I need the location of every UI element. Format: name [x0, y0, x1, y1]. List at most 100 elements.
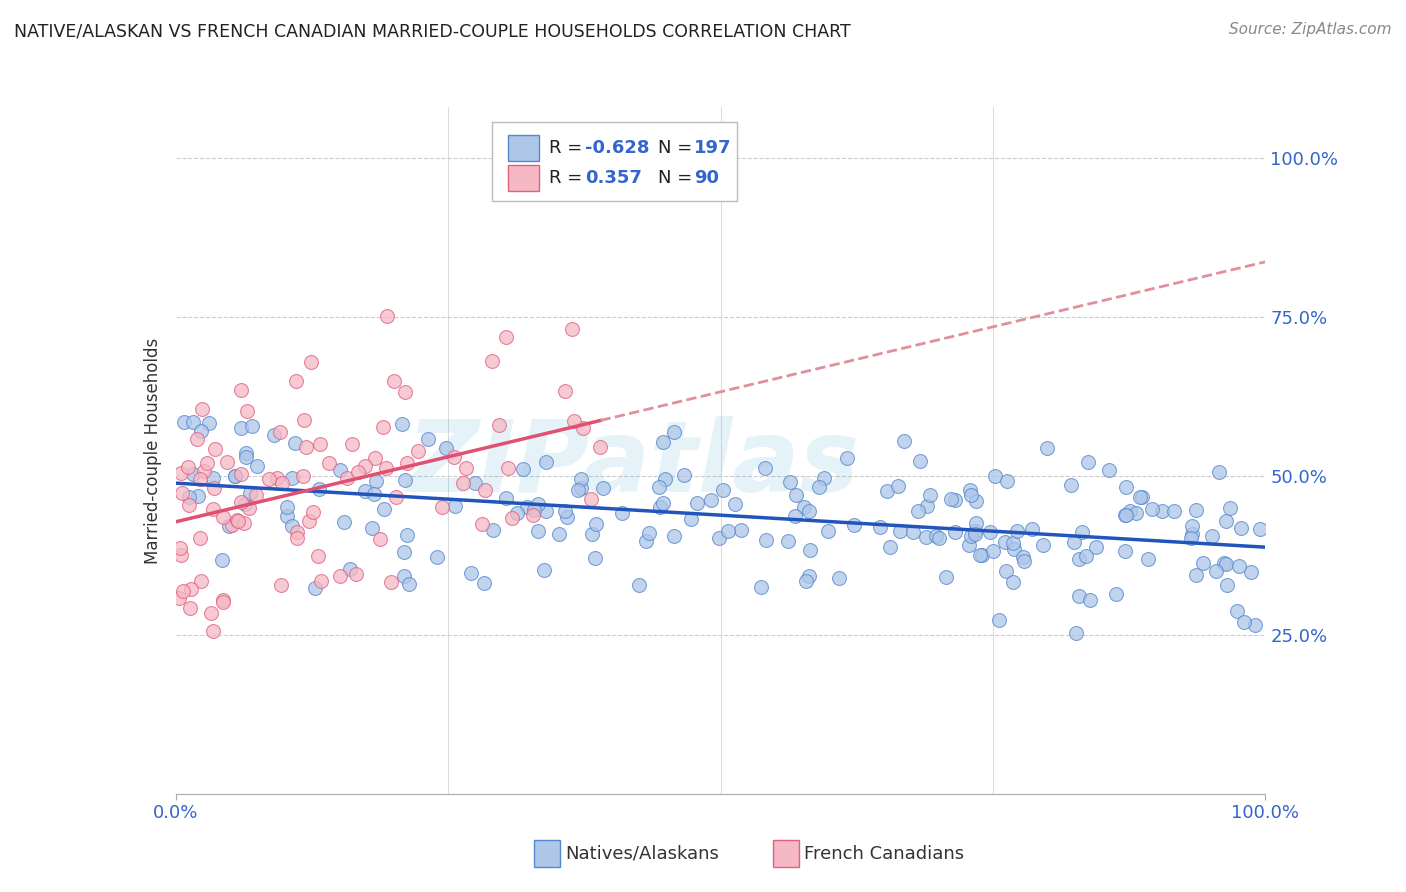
Point [579, 492, 602, 507]
Point [522, 508, 544, 523]
Point [1032, 537, 1054, 551]
Point [785, 487, 807, 501]
Point [1036, 441, 1059, 455]
Point [239, 486, 262, 500]
Point [240, 419, 263, 434]
Point [1021, 522, 1043, 536]
Point [173, 415, 195, 429]
Text: R =: R = [550, 169, 589, 186]
Point [681, 512, 703, 526]
Point [711, 483, 734, 497]
Point [1208, 465, 1230, 479]
Point [443, 450, 465, 465]
Point [385, 491, 408, 505]
Point [236, 404, 259, 418]
Point [394, 473, 416, 487]
Text: 90: 90 [695, 169, 720, 186]
Point [229, 421, 252, 435]
Point [454, 461, 477, 475]
Point [181, 415, 204, 429]
Point [180, 582, 202, 596]
Point [799, 542, 821, 557]
Point [481, 354, 503, 368]
Point [360, 521, 382, 535]
Point [1105, 586, 1128, 600]
Point [903, 524, 925, 539]
Point [498, 461, 520, 475]
Point [269, 425, 291, 440]
Point [627, 577, 650, 591]
Point [1163, 504, 1185, 518]
Point [686, 496, 709, 510]
Point [298, 514, 321, 528]
Point [1125, 506, 1147, 520]
Point [972, 548, 994, 562]
Point [1115, 480, 1137, 494]
Point [167, 591, 190, 605]
Point [925, 528, 948, 542]
Point [1181, 519, 1204, 533]
Point [842, 518, 865, 533]
Point [506, 506, 529, 520]
Point [893, 434, 915, 449]
Point [717, 524, 740, 539]
Point [190, 574, 212, 588]
Point [364, 451, 387, 466]
Point [375, 310, 398, 324]
Point [1150, 504, 1173, 518]
Point [554, 504, 576, 518]
Point [270, 578, 292, 592]
Point [284, 436, 307, 450]
Point [994, 535, 1017, 549]
Point [285, 375, 308, 389]
Text: ZIPatlas: ZIPatlas [406, 416, 860, 513]
Point [794, 574, 817, 589]
Point [245, 488, 267, 502]
Point [1185, 503, 1208, 517]
Point [231, 383, 253, 397]
Point [797, 504, 820, 518]
Point [1078, 593, 1101, 607]
Point [934, 570, 956, 584]
Point [371, 420, 394, 434]
Point [1114, 508, 1136, 522]
Point [652, 496, 675, 510]
Text: -0.628: -0.628 [585, 138, 650, 157]
Point [1243, 618, 1265, 632]
Point [1184, 567, 1206, 582]
Point [917, 499, 939, 513]
Point [373, 501, 395, 516]
Point [460, 566, 482, 580]
Point [808, 480, 831, 494]
Point [396, 527, 419, 541]
Point [190, 402, 212, 417]
Point [778, 533, 800, 548]
Text: N =: N = [658, 169, 699, 186]
Point [281, 471, 304, 485]
Point [172, 584, 194, 599]
FancyBboxPatch shape [492, 122, 737, 201]
Point [221, 517, 243, 532]
Point [177, 490, 200, 504]
Point [294, 440, 316, 454]
Point [523, 502, 546, 516]
Point [347, 465, 370, 479]
Point [965, 494, 987, 508]
Point [398, 576, 420, 591]
Point [654, 472, 676, 486]
Text: 0.357: 0.357 [585, 169, 643, 186]
Point [1136, 551, 1159, 566]
Point [664, 529, 686, 543]
Point [1213, 556, 1236, 570]
Point [344, 566, 367, 581]
Point [266, 471, 288, 485]
Point [754, 461, 776, 475]
Point [363, 487, 385, 501]
Point [589, 440, 612, 454]
Point [749, 580, 772, 594]
Point [887, 479, 910, 493]
Point [474, 483, 496, 498]
Point [1129, 490, 1152, 504]
Point [571, 472, 593, 486]
Point [1226, 604, 1249, 618]
